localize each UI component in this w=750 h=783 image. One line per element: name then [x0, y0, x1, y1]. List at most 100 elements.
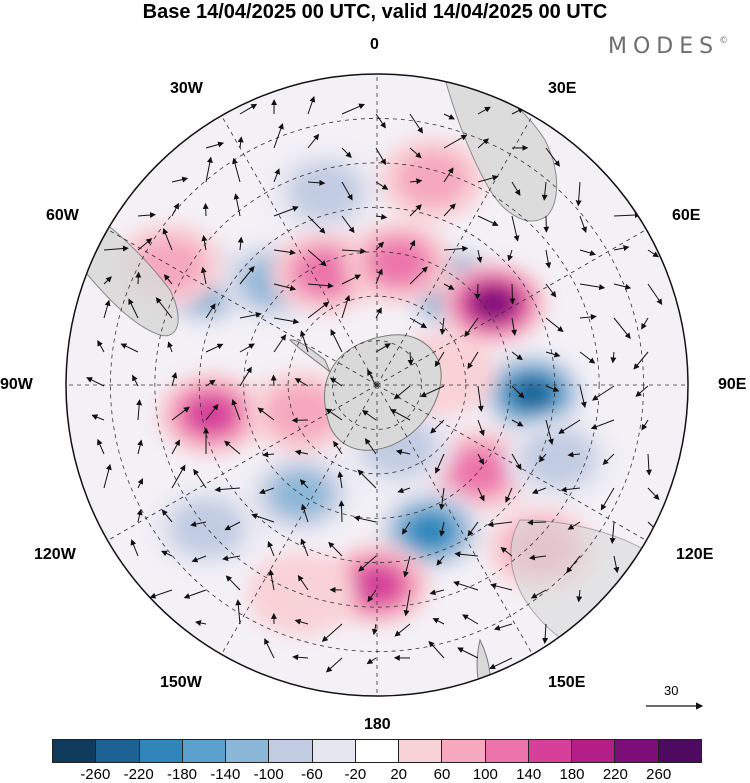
wind-arrow: [307, 179, 326, 186]
wind-arrow: [397, 487, 411, 494]
wind-arrow: [541, 181, 548, 201]
meridian-line: [221, 384, 378, 655]
wind-arrow: [264, 638, 275, 659]
wind-arrow: [545, 385, 560, 392]
wind-arrow: [193, 468, 207, 489]
wind-arrow: [292, 654, 309, 661]
meridian-line: [221, 115, 378, 386]
wind-arrow: [258, 487, 275, 495]
wind-arrow: [273, 334, 287, 353]
wind-arrow: [120, 343, 139, 353]
wind-arrow: [511, 419, 524, 427]
wind-arrow: [183, 589, 207, 599]
wind-arrow: [528, 554, 547, 561]
wind-arrow: [613, 212, 641, 219]
wind-arrow: [341, 215, 355, 234]
wind-arrow: [545, 147, 560, 167]
colorbar-swatch: [355, 740, 400, 762]
wind-arrow: [161, 550, 173, 557]
colorbar-swatch: [96, 740, 140, 762]
lon-label-120e: 120E: [676, 546, 714, 563]
colorbar-swatch: [182, 740, 227, 762]
wind-arrow: [137, 478, 143, 489]
latitude-circle: [154, 162, 600, 608]
wind-arrow: [454, 551, 479, 558]
wind-arrow: [307, 215, 326, 234]
wind-arrow: [579, 249, 597, 256]
wind-arrow: [429, 589, 445, 596]
wind-arrow: [297, 574, 309, 591]
wind-arrow: [371, 623, 378, 636]
meridian-line: [376, 115, 533, 386]
colorbar-swatch: [226, 740, 270, 762]
graticule: [66, 74, 688, 696]
anomaly-contour: [395, 150, 469, 208]
lon-label-150e: 150E: [548, 674, 586, 691]
wind-arrow: [135, 271, 142, 285]
wind-arrow: [489, 657, 513, 670]
colorbar-swatch: [269, 740, 313, 762]
colorbar: [52, 739, 702, 763]
wind-arrow: [443, 134, 468, 149]
colorbar-tick-label: 220: [602, 766, 628, 783]
wind-arrow: [375, 241, 385, 251]
wind-arrow: [307, 249, 327, 267]
wind-arrow: [91, 414, 105, 421]
wind-arrow: [575, 181, 582, 207]
wind-arrow: [443, 167, 454, 183]
colorbar-swatch: [572, 740, 616, 762]
wind-arrow: [325, 408, 343, 421]
wind-arrow: [325, 657, 343, 673]
wind-arrow: [231, 399, 241, 421]
wind-arrow: [251, 513, 275, 523]
wind-arrow: [602, 453, 615, 466]
colorbar-swatch: [399, 740, 443, 762]
colorbar-swatch: [442, 740, 486, 762]
wind-arrow: [558, 419, 581, 434]
wind-arrow: [195, 620, 207, 626]
wind-arrow: [224, 440, 241, 455]
wind-arrow: [353, 515, 377, 523]
wind-arrow: [329, 377, 343, 387]
wind-arrow: [132, 374, 139, 387]
wind-arrow: [613, 555, 620, 574]
wind-arrow: [439, 317, 446, 336]
wind-arrow: [409, 178, 423, 185]
wind-arrow: [439, 521, 446, 537]
wind-arrow: [338, 500, 345, 523]
wind-arrow: [103, 299, 111, 319]
wind-arrow: [205, 379, 216, 387]
colorbar-tick-label: -20: [344, 766, 367, 783]
wind-arrow: [364, 438, 377, 455]
wind-arrow: [270, 374, 277, 387]
wind-arrow: [609, 521, 616, 545]
wind-arrow: [430, 419, 445, 434]
wind-arrow: [321, 623, 343, 642]
wind-arrow: [163, 274, 173, 285]
meridian-line: [376, 229, 647, 386]
wind-arrow: [579, 313, 597, 320]
wind-arrow: [103, 276, 112, 285]
colorbar-tick-label: -60: [301, 766, 323, 783]
wind-arrow: [393, 385, 411, 400]
wind-arrow: [333, 440, 343, 455]
wind-arrow: [403, 555, 411, 578]
colorbar-swatch: [312, 740, 356, 762]
wind-arrow: [190, 521, 207, 528]
wind-arrow: [436, 555, 445, 566]
wind-arrow: [453, 580, 479, 591]
colorbar-tick-label: 140: [516, 766, 542, 783]
wind-arrow: [527, 519, 547, 526]
wind-arrow: [401, 521, 411, 535]
lon-label-60w: 60W: [46, 207, 79, 224]
wind-arrow: [509, 283, 516, 305]
wind-arrow: [273, 168, 280, 183]
colorbar-tick-label: -100: [253, 766, 284, 783]
wind-arrow: [341, 147, 352, 159]
wind-arrow: [202, 202, 209, 217]
wind-arrow: [579, 283, 606, 291]
wind-arrow: [299, 479, 309, 489]
colorbar-tick-label: 100: [472, 766, 498, 783]
wind-arrow: [86, 377, 105, 387]
